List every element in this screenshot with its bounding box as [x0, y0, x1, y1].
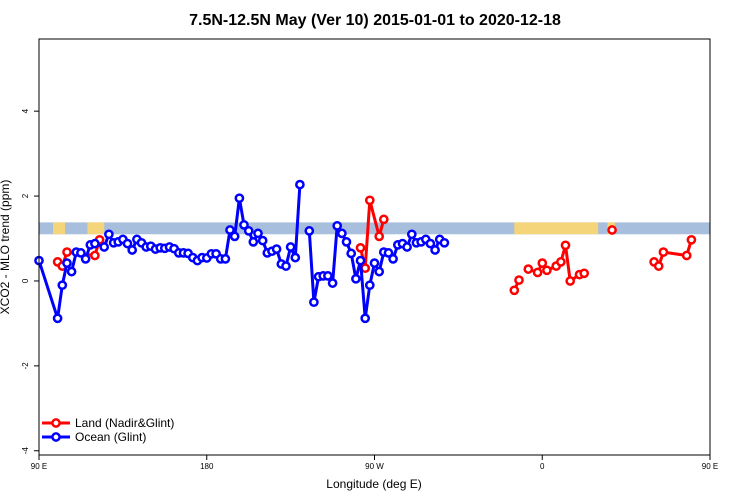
data-point — [607, 225, 617, 235]
data-point — [62, 258, 72, 268]
data-point — [225, 225, 235, 235]
data-point — [90, 250, 100, 261]
data-point — [127, 245, 138, 255]
data-point — [378, 214, 389, 225]
data-point — [388, 254, 398, 264]
data-point — [374, 231, 385, 242]
plot-area — [34, 179, 710, 324]
data-point — [309, 297, 319, 308]
y-axis: -4 -2 0 2 4 — [21, 108, 39, 454]
data-point — [369, 258, 380, 268]
data-point — [406, 229, 417, 240]
data-point — [122, 238, 133, 249]
data-point — [104, 229, 114, 240]
x-tick-label: 90 E — [31, 462, 47, 471]
chart-title: 7.5N-12.5N May (Ver 10) 2015-01-01 to 20… — [189, 12, 561, 29]
data-point — [364, 195, 375, 206]
data-point — [523, 264, 534, 274]
data-point — [248, 237, 259, 247]
y-tick-label: -2 — [21, 362, 30, 370]
data-point — [658, 247, 669, 257]
data-point — [430, 245, 440, 255]
data-point — [332, 220, 343, 231]
data-point — [425, 238, 436, 249]
x-tick-label: 180 — [200, 462, 214, 471]
band-land-segment — [87, 222, 105, 235]
reference-band — [39, 222, 710, 235]
series-ocean — [34, 179, 450, 324]
data-point — [374, 266, 385, 277]
data-point — [90, 238, 100, 249]
data-point — [281, 261, 291, 271]
x-tick-label: 90 E — [702, 462, 718, 471]
data-point — [537, 258, 548, 268]
data-point — [355, 255, 366, 266]
data-point — [341, 237, 352, 247]
data-point — [565, 276, 576, 286]
data-point — [290, 252, 301, 263]
data-point — [360, 313, 371, 324]
data-point — [229, 231, 240, 242]
legend: Land (Nadir&Glint) Ocean (Glint) — [42, 416, 174, 444]
legend-land-label: Land (Nadir&Glint) — [75, 416, 174, 430]
x-axis: 90 E 180 90 W 0 90 E — [31, 455, 718, 471]
data-point — [355, 242, 366, 253]
data-point — [351, 273, 361, 284]
data-point — [285, 242, 296, 252]
data-point — [532, 267, 543, 278]
y-tick-label: 0 — [21, 278, 30, 283]
y-axis-label: XCO2 - MLO trend (ppm) — [0, 180, 12, 315]
data-point — [62, 247, 72, 257]
data-point — [295, 179, 305, 190]
data-point — [220, 254, 231, 264]
band-land-segment — [52, 222, 66, 235]
legend-ocean-marker — [51, 432, 61, 442]
y-tick-label: -4 — [21, 447, 30, 455]
band-land-segment — [514, 222, 599, 235]
data-point — [579, 268, 590, 279]
legend-land-marker — [51, 418, 61, 428]
data-point — [57, 280, 68, 291]
data-point — [323, 271, 333, 281]
data-point — [383, 248, 394, 258]
data-point — [253, 228, 263, 239]
x-tick-label: 0 — [540, 462, 545, 471]
data-point — [514, 275, 524, 285]
data-point — [542, 265, 552, 276]
legend-ocean-label: Ocean (Glint) — [75, 430, 146, 444]
data-point — [76, 248, 86, 258]
data-point — [337, 228, 347, 239]
data-point — [80, 254, 91, 264]
data-point — [99, 242, 110, 252]
data-point — [653, 261, 664, 271]
data-point — [304, 226, 315, 236]
data-point — [364, 280, 375, 291]
data-point — [560, 240, 571, 251]
x-axis-label: Longitude (deg E) — [326, 477, 421, 491]
series-land — [52, 195, 697, 296]
data-point — [681, 250, 692, 261]
data-point — [234, 193, 245, 204]
data-point — [509, 285, 520, 296]
data-point — [402, 242, 412, 252]
y-tick-label: 4 — [21, 108, 30, 113]
data-point — [346, 248, 357, 259]
data-point — [66, 266, 77, 277]
data-point — [327, 278, 338, 288]
data-point — [686, 234, 697, 245]
data-point — [243, 226, 254, 236]
x-tick-label: 90 W — [365, 462, 384, 471]
data-point — [556, 257, 566, 267]
y-tick-label: 2 — [21, 193, 30, 198]
data-point — [239, 220, 249, 230]
data-point — [439, 237, 450, 248]
data-point — [257, 235, 268, 246]
data-point — [52, 313, 63, 324]
data-point — [271, 244, 282, 254]
